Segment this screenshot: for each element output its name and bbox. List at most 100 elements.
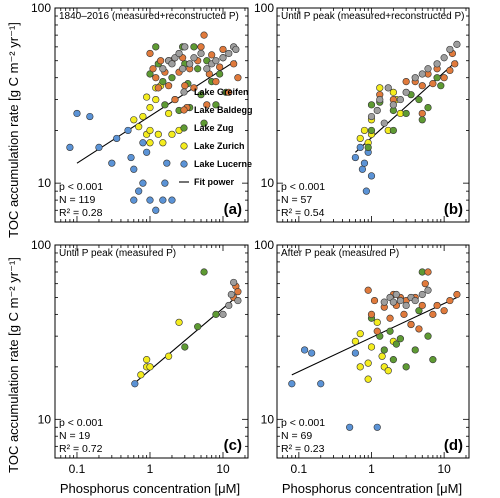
data-point: [227, 290, 235, 299]
data-point: [424, 65, 432, 73]
data-point: [367, 172, 376, 180]
data-point: [225, 49, 233, 58]
data-point: [346, 423, 354, 431]
data-point: [143, 93, 151, 101]
y-tick-label: 10: [38, 176, 52, 190]
y-tick-label: 10: [261, 176, 275, 190]
data-point: [66, 143, 74, 151]
legend-marker: [180, 106, 188, 114]
data-point: [186, 60, 194, 68]
data-point: [152, 206, 160, 214]
data-point: [356, 330, 364, 338]
data-point: [429, 356, 437, 364]
data-point: [396, 335, 405, 343]
data-point: [396, 95, 405, 104]
data-point: [197, 49, 205, 58]
data-point: [149, 65, 157, 73]
data-point: [234, 74, 242, 82]
data-point: [367, 112, 376, 121]
data-point: [157, 57, 165, 65]
data-point: [402, 301, 410, 310]
data-point: [230, 278, 238, 287]
y-tick-label: 100: [254, 1, 274, 15]
data-point: [317, 380, 325, 388]
data-point: [418, 301, 426, 310]
data-point: [433, 74, 441, 82]
data-point: [130, 196, 138, 204]
data-point: [135, 123, 143, 131]
x-tick-label: 10: [216, 462, 230, 476]
y-tick-label: 100: [31, 238, 51, 252]
data-point: [367, 101, 376, 109]
data-point: [411, 74, 419, 82]
data-point: [190, 43, 198, 51]
data-point: [373, 318, 381, 326]
data-point: [453, 290, 461, 299]
data-point: [212, 310, 220, 318]
data-point: [433, 301, 441, 310]
panel-letter: (c): [224, 437, 242, 454]
data-point: [411, 296, 419, 305]
data-point: [108, 159, 116, 167]
data-point: [384, 367, 392, 375]
stat-line: R² = 0.54: [281, 207, 325, 219]
data-point: [440, 307, 448, 315]
data-point: [446, 66, 454, 75]
data-point: [440, 54, 448, 62]
data-point: [146, 126, 154, 135]
data-point: [429, 310, 437, 318]
stat-line: N = 119: [59, 194, 95, 206]
x-axis-title-left: Phosphorus concentration [μM]: [60, 481, 240, 496]
data-point: [392, 340, 400, 348]
data-point: [402, 363, 410, 371]
legend-marker: [180, 88, 188, 96]
data-point: [203, 101, 211, 109]
data-point: [190, 54, 198, 62]
data-point: [200, 268, 208, 276]
data-point: [392, 290, 400, 299]
data-point: [373, 423, 381, 431]
data-point: [367, 310, 376, 318]
data-point: [424, 286, 432, 294]
data-point: [402, 109, 410, 118]
data-point: [194, 65, 202, 73]
data-point: [360, 159, 369, 167]
legend-label: Lake Zug: [194, 123, 234, 133]
data-point: [131, 380, 139, 388]
data-point: [364, 359, 372, 367]
panel-letter: (d): [444, 437, 463, 454]
fit-line: [133, 297, 237, 385]
data-point: [437, 82, 445, 90]
data-point: [351, 349, 359, 357]
data-point: [225, 88, 233, 96]
data-point: [424, 332, 432, 340]
data-point: [165, 352, 173, 360]
legend: Lake Greifen Lake Baldegg Lake Zug Lake Zur…: [179, 87, 253, 187]
data-point: [308, 349, 316, 357]
fit-line: [76, 60, 237, 164]
data-point: [424, 268, 432, 276]
legend-marker: [180, 124, 188, 132]
data-point: [232, 45, 240, 54]
data-point: [360, 126, 369, 135]
data-point: [396, 296, 405, 305]
y-tick-label: 10: [261, 412, 275, 426]
data-point: [168, 130, 176, 138]
data-point: [376, 84, 384, 92]
y-tick-label: 100: [254, 238, 274, 252]
data-point: [389, 298, 397, 306]
data-point: [168, 196, 176, 204]
data-point: [415, 325, 423, 333]
data-point: [415, 307, 423, 315]
data-point: [197, 91, 205, 99]
data-point: [234, 288, 242, 296]
data-point: [389, 356, 397, 364]
data-point: [143, 148, 151, 156]
data-point: [152, 43, 160, 51]
data-point: [200, 119, 208, 127]
legend-marker: [180, 160, 188, 168]
stat-line: N = 57: [281, 194, 312, 206]
data-point: [384, 84, 392, 92]
data-point: [181, 82, 189, 90]
